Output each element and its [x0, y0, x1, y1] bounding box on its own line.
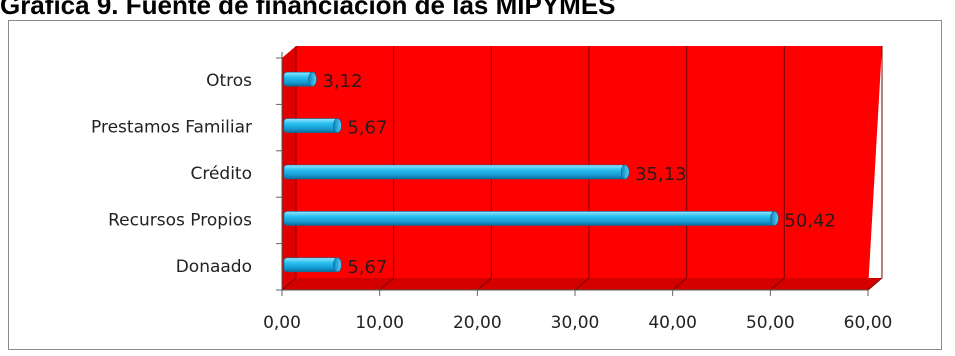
bar [283, 118, 338, 133]
gridline-floor [574, 277, 590, 291]
category-label: Prestamos Familiar [91, 118, 252, 138]
category-label: Recursos Propios [108, 210, 252, 230]
x-tick-label: 60,00 [844, 313, 893, 333]
bar [283, 257, 338, 273]
data-label: 50,42 [784, 210, 836, 231]
x-tick-label: 30,00 [551, 313, 600, 333]
gridline-floor [867, 277, 883, 291]
chart-title: Gráfica 9. Fuente de financiación de las… [0, 0, 616, 20]
category-label: Donaado [176, 257, 252, 277]
bar-end-cap [308, 71, 317, 87]
bar [283, 164, 626, 180]
x-tick-label: 10,00 [355, 313, 404, 333]
bar-end-cap [620, 164, 630, 180]
x-tick-label: 40,00 [648, 313, 697, 333]
data-label: 3,12 [322, 71, 362, 92]
data-label: 5,67 [347, 257, 387, 278]
data-label: 35,13 [635, 164, 687, 185]
data-label: 5,67 [347, 118, 387, 139]
bar-end-cap [770, 211, 779, 226]
gridline-floor [672, 277, 687, 291]
x-tick-label: 0,00 [263, 313, 301, 333]
gridline-floor [379, 277, 394, 291]
gridline-floor [770, 277, 785, 291]
bar-end-cap [333, 257, 342, 273]
x-tick-label: 20,00 [453, 313, 502, 333]
bar [283, 211, 775, 226]
gridline-floor [477, 277, 492, 291]
category-label: Otros [206, 71, 252, 91]
gridline-floor [281, 277, 297, 291]
bar-end-cap [333, 118, 342, 133]
x-tick-label: 50,00 [746, 313, 795, 333]
category-label: Crédito [190, 164, 252, 184]
